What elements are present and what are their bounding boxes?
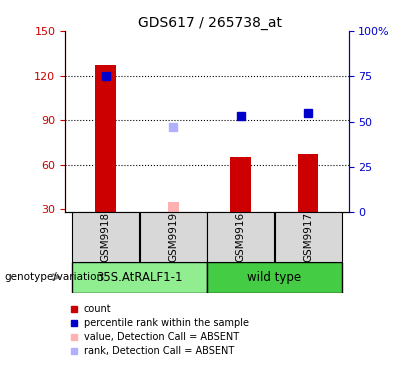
Text: wild type: wild type [247,271,302,284]
Text: GSM9917: GSM9917 [303,212,313,262]
Text: percentile rank within the sample: percentile rank within the sample [84,318,249,328]
Bar [72,212,139,262]
Text: rank, Detection Call = ABSENT: rank, Detection Call = ABSENT [84,346,234,356]
Text: GSM9918: GSM9918 [101,212,110,262]
Text: count: count [84,304,112,314]
Bar [140,212,207,262]
Bar [95,65,116,212]
Text: GSM9919: GSM9919 [168,212,178,262]
Text: 35S.AtRALF1-1: 35S.AtRALF1-1 [96,271,183,284]
Bar [298,154,318,212]
Bar [72,262,207,293]
Bar [207,262,342,293]
Text: GSM9916: GSM9916 [236,212,246,262]
Text: GDS617 / 265738_at: GDS617 / 265738_at [138,16,282,30]
Bar [168,202,178,212]
Text: value, Detection Call = ABSENT: value, Detection Call = ABSENT [84,332,239,342]
Text: genotype/variation: genotype/variation [4,272,103,282]
Bar [207,212,274,262]
Bar [275,212,341,262]
Bar [231,157,251,212]
